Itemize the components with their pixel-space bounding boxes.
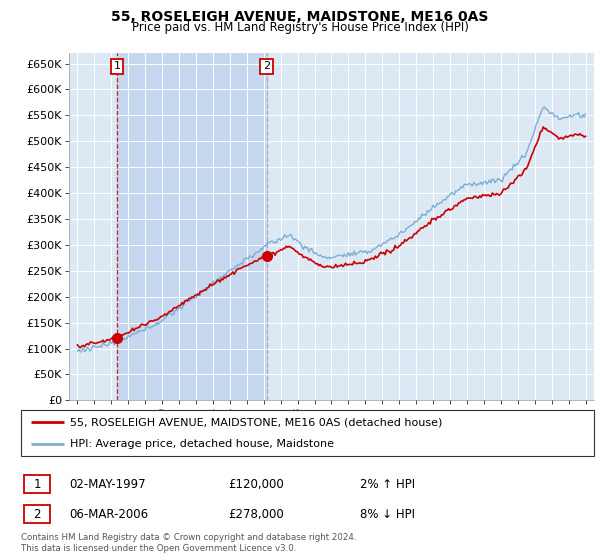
Text: 02-MAY-1997: 02-MAY-1997	[69, 478, 146, 491]
FancyBboxPatch shape	[21, 410, 594, 456]
Text: HPI: Average price, detached house, Maidstone: HPI: Average price, detached house, Maid…	[70, 440, 334, 450]
Text: 06-MAR-2006: 06-MAR-2006	[69, 507, 148, 521]
Text: 1: 1	[34, 478, 41, 491]
FancyBboxPatch shape	[24, 505, 50, 523]
Text: 1: 1	[113, 62, 121, 71]
Text: Price paid vs. HM Land Registry's House Price Index (HPI): Price paid vs. HM Land Registry's House …	[131, 21, 469, 34]
Text: Contains HM Land Registry data © Crown copyright and database right 2024.
This d: Contains HM Land Registry data © Crown c…	[21, 533, 356, 553]
FancyBboxPatch shape	[24, 475, 50, 493]
Text: 55, ROSELEIGH AVENUE, MAIDSTONE, ME16 0AS: 55, ROSELEIGH AVENUE, MAIDSTONE, ME16 0A…	[112, 10, 488, 24]
Text: 2: 2	[263, 62, 270, 71]
Text: 55, ROSELEIGH AVENUE, MAIDSTONE, ME16 0AS (detached house): 55, ROSELEIGH AVENUE, MAIDSTONE, ME16 0A…	[70, 417, 442, 427]
Text: 2% ↑ HPI: 2% ↑ HPI	[360, 478, 415, 491]
Bar	[117, 53, 266, 400]
Text: £120,000: £120,000	[228, 478, 284, 491]
Text: 8% ↓ HPI: 8% ↓ HPI	[360, 507, 415, 521]
Text: 2: 2	[34, 507, 41, 521]
Text: £278,000: £278,000	[228, 507, 284, 521]
